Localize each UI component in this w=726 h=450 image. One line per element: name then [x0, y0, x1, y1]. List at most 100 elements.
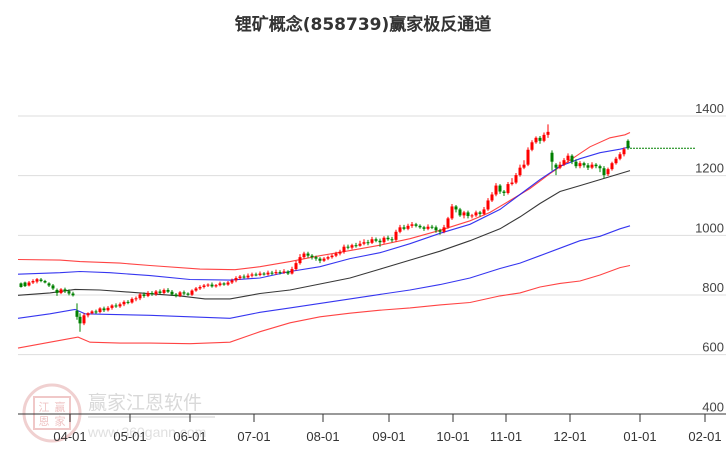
candle	[326, 255, 330, 261]
candle	[94, 309, 98, 314]
candle	[302, 251, 306, 259]
candle	[538, 136, 542, 144]
candle	[446, 216, 450, 229]
candle	[402, 224, 406, 231]
candle	[606, 167, 610, 177]
inner_upper-line	[17, 146, 631, 281]
candle	[71, 291, 75, 297]
outer_lower-line	[17, 264, 631, 349]
candle	[158, 289, 162, 295]
candle	[238, 275, 242, 280]
candle	[478, 210, 482, 217]
candle	[590, 162, 594, 170]
candle	[210, 282, 214, 288]
candle	[574, 159, 578, 169]
candle	[434, 225, 438, 233]
candle	[43, 279, 47, 284]
candle	[286, 270, 290, 276]
svg-text:恩: 恩	[39, 415, 50, 428]
candle	[90, 310, 94, 315]
candle	[206, 283, 210, 287]
candle	[342, 244, 346, 254]
candle	[86, 312, 90, 318]
candles	[19, 124, 630, 332]
candle	[598, 164, 602, 173]
candle	[234, 276, 238, 283]
candle	[102, 306, 106, 313]
candle	[394, 229, 398, 242]
candle	[114, 303, 118, 308]
candle	[242, 274, 246, 279]
candle	[534, 136, 538, 144]
candle	[23, 281, 27, 287]
candle	[190, 289, 194, 296]
candle	[382, 236, 386, 244]
candle	[550, 150, 554, 171]
candle	[59, 288, 63, 295]
candle	[462, 210, 466, 219]
candle	[106, 306, 110, 312]
candle	[270, 270, 274, 276]
watermark-brand: 赢家江恩软件	[88, 392, 202, 414]
candle	[474, 210, 478, 217]
candle	[142, 292, 146, 298]
candle	[354, 242, 358, 248]
candle	[378, 238, 382, 247]
candle	[430, 224, 434, 230]
candle	[226, 281, 230, 286]
svg-text:赢: 赢	[55, 400, 66, 414]
candle	[418, 224, 422, 229]
x-tick-label: 08-01	[306, 429, 339, 444]
candle	[374, 237, 378, 243]
candle	[98, 307, 102, 314]
candle	[346, 244, 350, 250]
x-tick-label: 06-01	[173, 429, 206, 444]
candle	[450, 204, 454, 220]
candle	[298, 254, 302, 265]
candle	[554, 163, 558, 176]
candle	[458, 207, 462, 217]
candle	[486, 198, 490, 211]
candle	[510, 178, 514, 186]
x-tick-label: 07-01	[237, 429, 270, 444]
candle	[358, 240, 362, 247]
x-axis: 04-01 05-01 06-01 07-01 08-01 09-01 10-01 11-01…	[18, 413, 726, 444]
candle	[55, 288, 59, 296]
candle	[122, 300, 126, 307]
candle	[578, 161, 582, 169]
candle	[506, 181, 510, 195]
candle	[150, 291, 154, 296]
candle	[134, 296, 138, 302]
candle	[310, 254, 314, 260]
x-tick-label: 01-01	[623, 429, 656, 444]
candle	[322, 257, 326, 262]
candle	[63, 287, 67, 293]
channel-lines	[17, 132, 631, 349]
y-axis: 400 600 800 1000 1200 1400	[695, 101, 724, 414]
candle	[282, 269, 286, 274]
candle	[230, 278, 234, 284]
candle	[438, 228, 442, 235]
candle	[602, 166, 606, 179]
candle	[466, 210, 470, 219]
candle	[274, 269, 278, 276]
candle	[610, 161, 614, 171]
svg-text:家: 家	[55, 414, 66, 428]
candle	[318, 257, 322, 264]
candle	[174, 292, 178, 298]
candle	[294, 260, 298, 271]
candle	[47, 282, 51, 287]
x-tick-label: 04-01	[53, 429, 86, 444]
candle	[502, 190, 506, 196]
candle	[266, 270, 270, 276]
x-tick-label: 09-01	[372, 429, 405, 444]
watermark: 江 赢 恩 家 赢家江恩软件 www.360gann.com	[22, 383, 215, 443]
candle	[470, 213, 474, 219]
x-tick-label: 11-01	[490, 429, 522, 444]
watermark-seal-icon: 江 赢 恩 家	[22, 383, 82, 443]
candle	[594, 163, 598, 169]
candle	[386, 235, 390, 241]
candle	[586, 163, 590, 171]
y-tick-label: 1000	[695, 220, 724, 235]
candle	[334, 251, 338, 258]
